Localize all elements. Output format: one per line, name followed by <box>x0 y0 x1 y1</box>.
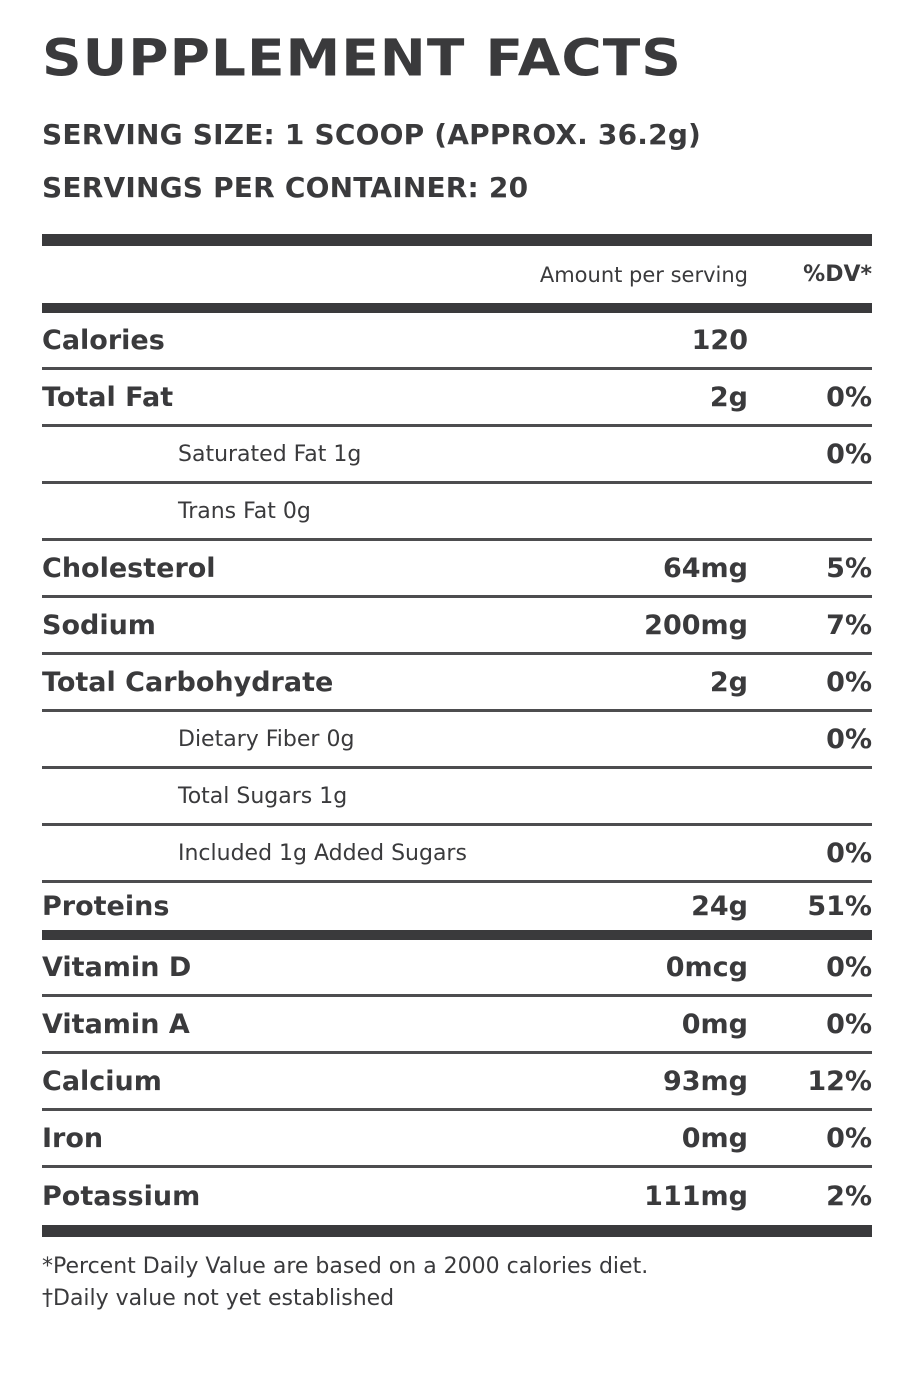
row-sodium: Sodium 200mg 7% <box>42 598 872 655</box>
row-total-sugars: Total Sugars 1g <box>42 769 872 826</box>
nutrient-amount: 0mg <box>681 1122 748 1154</box>
nutrient-amount: 120 <box>691 324 748 356</box>
nutrient-label: Sodium <box>42 609 156 641</box>
header-divider-bar <box>42 303 872 313</box>
nutrient-label: Potassium <box>42 1181 201 1212</box>
nutrient-dv: 2% <box>826 1181 872 1212</box>
row-dietary-fiber: Dietary Fiber 0g 0% <box>42 712 872 769</box>
table-header-row: Amount per serving %DV* <box>42 246 872 303</box>
nutrient-label: Included 1g Added Sugars <box>178 840 467 866</box>
nutrient-amount: 24g <box>691 891 748 922</box>
row-calories: Calories 120 <box>42 313 872 370</box>
nutrient-label: Total Carbohydrate <box>42 666 334 698</box>
row-added-sugars: Included 1g Added Sugars 0% <box>42 826 872 883</box>
row-vitamin-d: Vitamin D 0mcg 0% <box>42 940 872 997</box>
nutrient-label: Vitamin A <box>42 1008 190 1040</box>
nutrient-amount: 93mg <box>662 1065 748 1097</box>
row-trans-fat: Trans Fat 0g <box>42 484 872 541</box>
page-title: SUPPLEMENT FACTS <box>42 28 682 88</box>
nutrient-amount: 111mg <box>644 1181 748 1212</box>
nutrient-dv: 0% <box>826 1122 872 1154</box>
row-total-fat: Total Fat 2g 0% <box>42 370 872 427</box>
nutrient-amount: 0mcg <box>665 951 748 983</box>
row-calcium: Calcium 93mg 12% <box>42 1054 872 1111</box>
row-saturated-fat: Saturated Fat 1g 0% <box>42 427 872 484</box>
nutrient-label: Total Fat <box>42 381 174 413</box>
nutrient-dv: 0% <box>826 666 872 698</box>
serving-size-line: SERVING SIZE: 1 SCOOP (APPROX. 36.2g) <box>42 118 702 151</box>
nutrient-dv: 0% <box>826 723 872 755</box>
nutrient-label: Proteins <box>42 891 170 922</box>
nutrient-label: Iron <box>42 1122 104 1154</box>
nutrient-amount: 200mg <box>644 609 748 641</box>
row-total-carbohydrate: Total Carbohydrate 2g 0% <box>42 655 872 712</box>
nutrient-amount: 2g <box>709 666 748 698</box>
nutrient-dv: 5% <box>826 552 872 584</box>
nutrient-dv: 0% <box>826 381 872 413</box>
top-divider-bar <box>42 234 872 246</box>
row-potassium: Potassium 111mg 2% <box>42 1168 872 1225</box>
nutrient-label: Saturated Fat 1g <box>178 441 362 467</box>
servings-per-container-line: SERVINGS PER CONTAINER: 20 <box>42 171 529 204</box>
nutrient-dv: 0% <box>826 1008 872 1040</box>
header-amount-label: Amount per serving <box>539 262 748 287</box>
supplement-facts-label: SUPPLEMENT FACTS SERVING SIZE: 1 SCOOP (… <box>42 28 872 1315</box>
footnote-not-established: †Daily value not yet established <box>42 1285 395 1311</box>
header-dv-label: %DV* <box>803 262 872 287</box>
nutrient-dv: 0% <box>826 837 872 869</box>
row-cholesterol: Cholesterol 64mg 5% <box>42 541 872 598</box>
nutrient-label: Calcium <box>42 1065 162 1097</box>
row-proteins: Proteins 24g 51% <box>42 883 872 940</box>
nutrient-dv: 0% <box>826 438 872 470</box>
nutrient-amount: 64mg <box>662 552 748 584</box>
nutrient-amount: 2g <box>709 381 748 413</box>
nutrient-dv: 0% <box>826 951 872 983</box>
nutrient-dv: 7% <box>826 609 872 641</box>
bottom-divider-bar <box>42 1225 872 1237</box>
footnote-daily-value: *Percent Daily Value are based on a 2000… <box>42 1254 649 1279</box>
nutrient-amount: 0mg <box>681 1008 748 1040</box>
nutrient-dv: 12% <box>807 1065 872 1097</box>
nutrient-dv: 51% <box>807 891 872 922</box>
nutrient-label: Cholesterol <box>42 552 216 584</box>
nutrient-label: Dietary Fiber 0g <box>178 726 355 752</box>
row-vitamin-a: Vitamin A 0mg 0% <box>42 997 872 1054</box>
footnotes: *Percent Daily Value are based on a 2000… <box>42 1251 872 1315</box>
nutrient-label: Calories <box>42 324 165 356</box>
nutrient-label: Vitamin D <box>42 951 192 983</box>
nutrient-label: Total Sugars 1g <box>178 783 348 809</box>
nutrient-label: Trans Fat 0g <box>178 498 311 524</box>
row-iron: Iron 0mg 0% <box>42 1111 872 1168</box>
